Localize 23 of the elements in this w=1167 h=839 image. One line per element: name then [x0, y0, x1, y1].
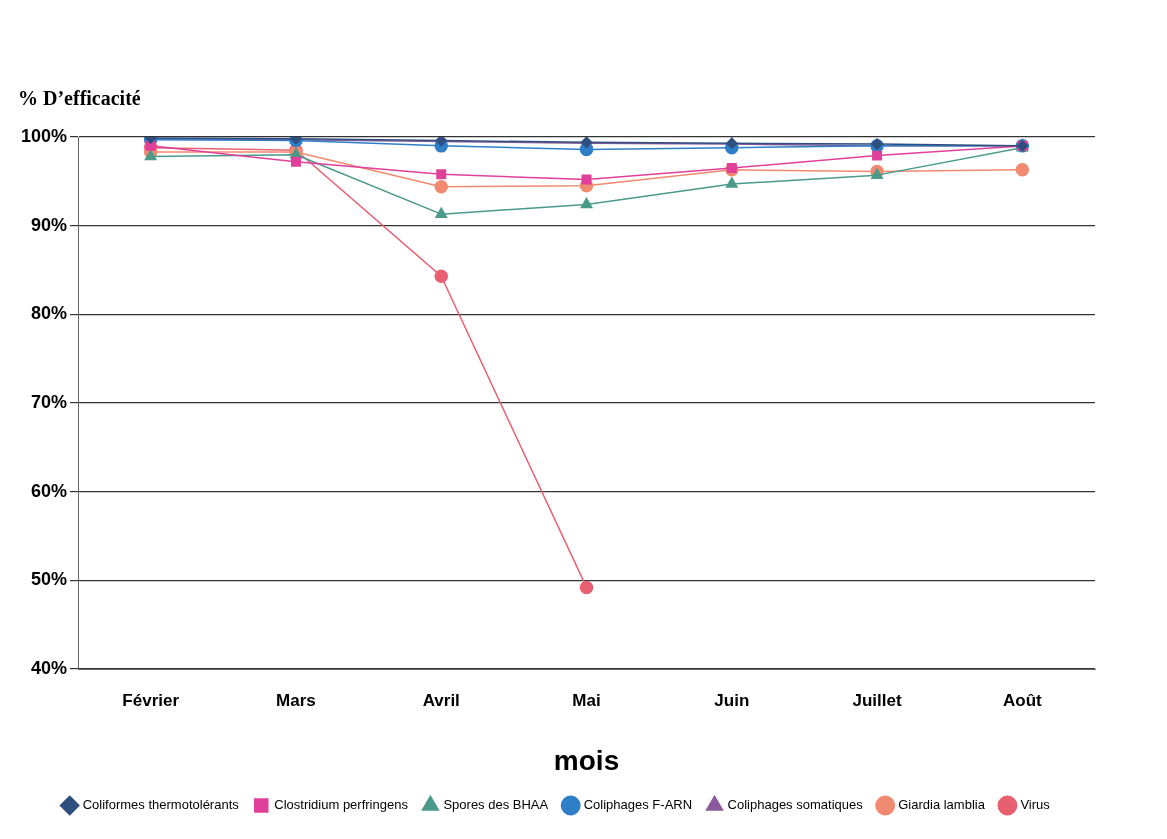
legend-label: Giardia lamblia — [898, 797, 986, 813]
x-tick-label: Mai — [572, 690, 601, 710]
legend-label: Spores des BHAA — [443, 797, 549, 813]
y-tick-label: 100% — [20, 125, 68, 146]
x-tick-label: Février — [122, 690, 180, 710]
x-tick-label: Mars — [276, 690, 316, 710]
y-axis-title: % D’efficacité — [18, 87, 141, 110]
x-axis-title: mois — [553, 744, 620, 776]
legend-label: Coliformes thermotolérants — [82, 797, 240, 813]
y-tick-label: 50% — [31, 569, 68, 590]
x-tick-label: Avril — [422, 690, 460, 710]
y-tick-label: 90% — [31, 214, 68, 235]
legend-label: Clostridium perfringens — [274, 797, 409, 813]
y-tick-label: 80% — [31, 303, 68, 324]
legend-label: Virus — [1020, 797, 1051, 813]
y-tick-label: 70% — [31, 391, 68, 412]
y-tick-label: 40% — [31, 657, 68, 678]
y-tick-label: 60% — [31, 480, 68, 501]
x-tick-label: Juin — [714, 690, 750, 710]
x-tick-label: Juillet — [852, 690, 902, 710]
x-tick-label: Août — [1003, 690, 1043, 710]
legend-label: Coliphages F-ARN — [583, 797, 693, 813]
legend-label: Coliphages somatiques — [727, 797, 864, 813]
